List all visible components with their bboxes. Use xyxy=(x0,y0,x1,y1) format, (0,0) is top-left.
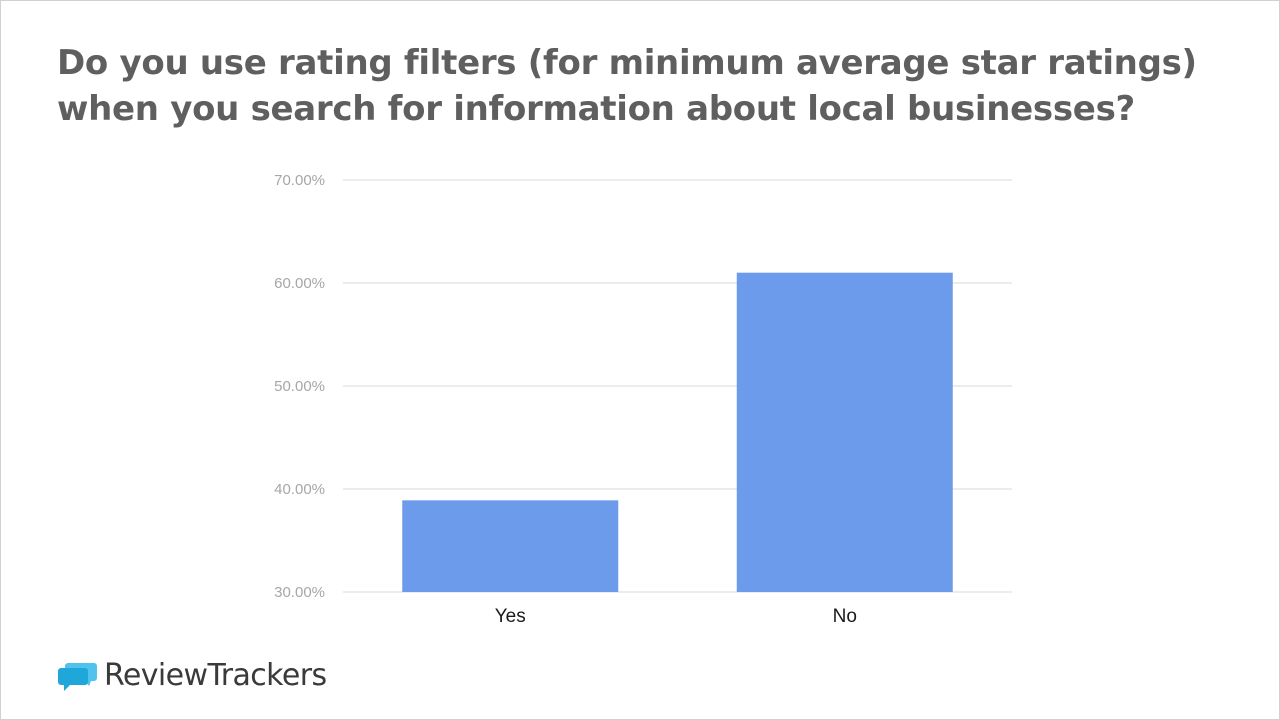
logo-text-review: Review xyxy=(104,658,208,693)
y-tick-label: 40.00% xyxy=(274,481,325,498)
bar-yes xyxy=(402,500,619,592)
speech-bubbles-icon xyxy=(58,663,97,691)
logo-text-trackers: Trackers xyxy=(207,658,327,693)
x-category-label: Yes xyxy=(495,606,526,627)
x-category-label: No xyxy=(833,606,857,627)
chart-title-line-1: Do you use rating filters (for minimum a… xyxy=(57,43,1197,83)
y-tick-label: 30.00% xyxy=(274,584,325,601)
bar-no xyxy=(736,272,953,592)
y-tick-label: 60.00% xyxy=(274,275,325,292)
chart-title: Do you use rating filters (for minimum a… xyxy=(57,40,1217,132)
reviewtrackers-logo: ReviewTrackers xyxy=(58,658,327,694)
chart-title-line-2: when you search for information about lo… xyxy=(57,89,1135,129)
y-tick-label: 50.00% xyxy=(274,378,325,395)
logo-wordmark: ReviewTrackers xyxy=(104,658,327,694)
y-tick-label: 70.00% xyxy=(274,172,325,189)
